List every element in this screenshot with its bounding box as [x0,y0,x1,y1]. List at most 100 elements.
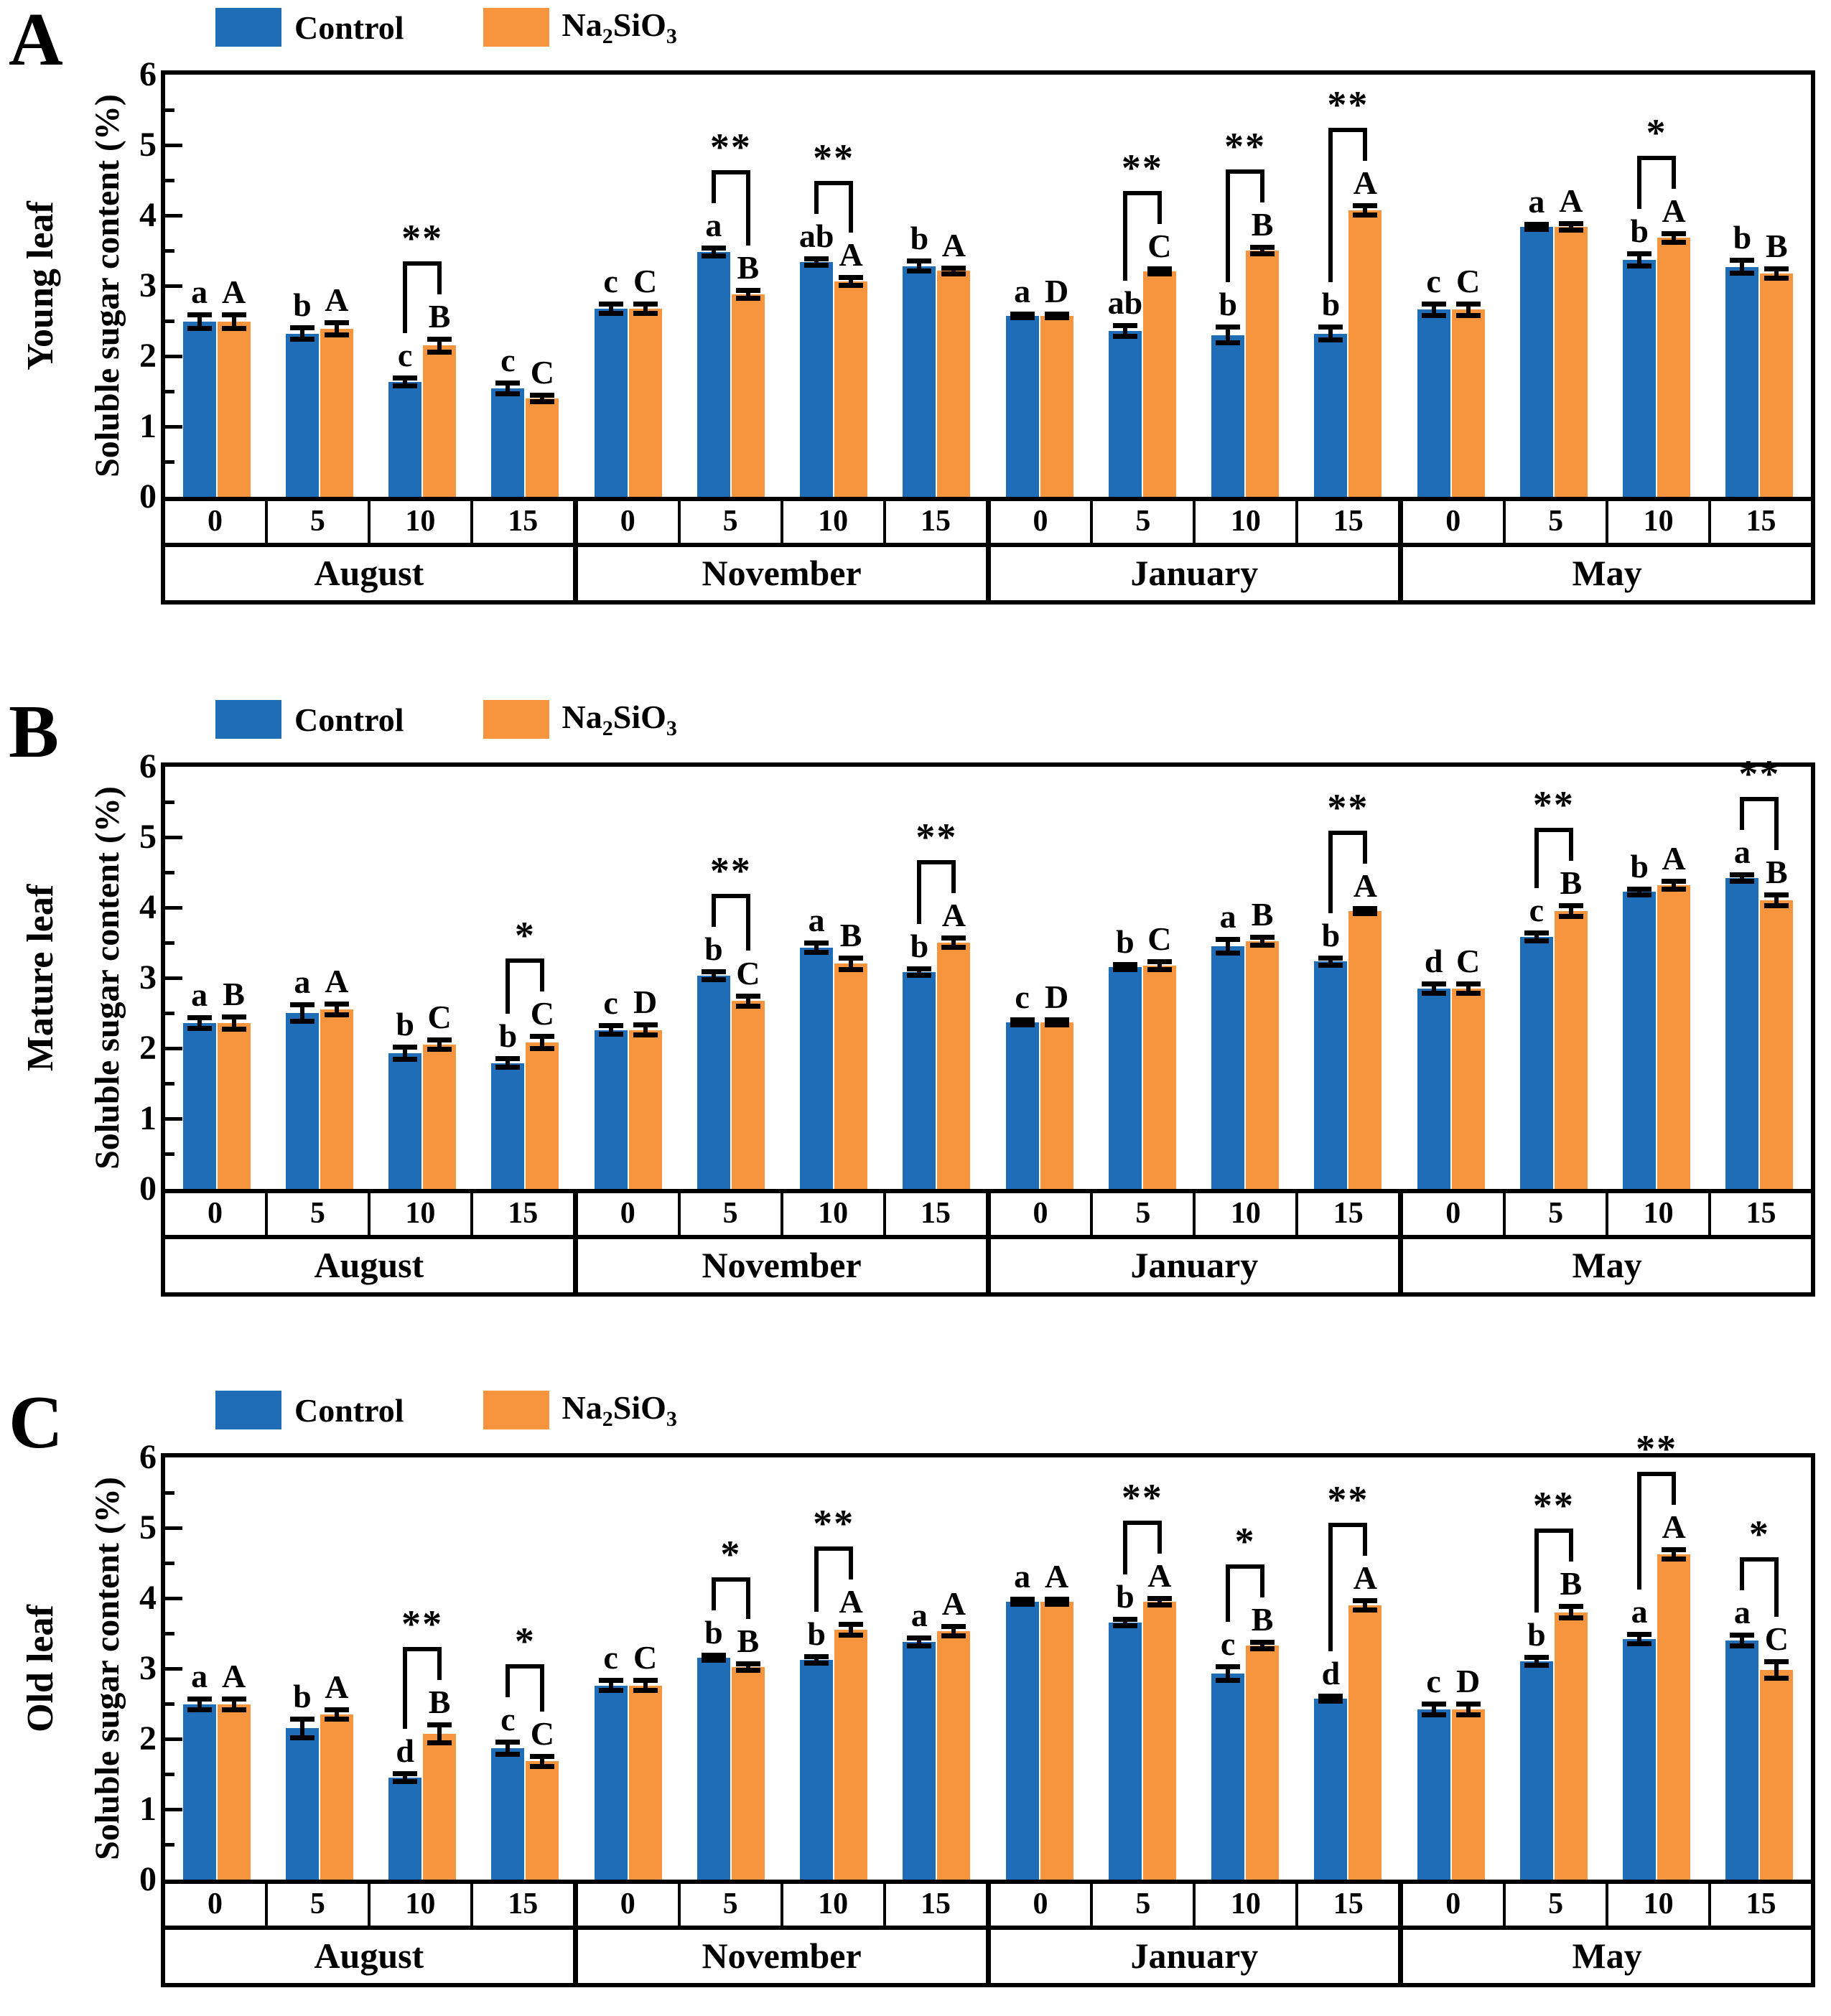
error-bar-line [231,1699,236,1710]
y-minor-tick [165,1082,174,1086]
sig-letter-control: b [498,1017,518,1054]
error-bar-cap [735,295,760,301]
sig-bracket-top [1122,1521,1162,1525]
sig-letter-na2sio3: B [1766,854,1788,891]
bar-na2sio3 [1040,1601,1073,1880]
error-bar-cap [1010,1017,1035,1022]
dose-cell: 5 [268,1884,371,1926]
error-bar-cap [393,375,418,381]
error-bar-line [608,1025,613,1035]
error-bar-cap [633,311,658,317]
sig-letter-control: c [603,1638,618,1676]
error-bar-cap [1318,963,1343,969]
sig-letter-na2sio3: B [1560,864,1583,902]
legend-swatch-control-icon [215,1391,281,1429]
error-bar-cap [735,1667,760,1673]
sig-bracket-right [437,1647,442,1681]
error-bar-line [403,1773,408,1782]
dose-cell: 5 [268,1193,371,1235]
bar-na2sio3 [937,1631,971,1880]
sig-letter-na2sio3: D [1045,273,1069,310]
error-bar-cap [495,1065,521,1070]
sig-letter-control: a [705,207,722,244]
error-bar-cap [598,1688,623,1694]
y-tick-label: 5 [139,126,157,164]
sig-asterisks: ** [1121,1476,1163,1519]
dose-cell: 10 [1608,1884,1712,1926]
sig-bracket-left [1226,1564,1231,1623]
error-bar-cap [1318,337,1343,343]
error-bar-cap [1524,930,1549,936]
dose-cell: 15 [1333,1887,1364,1921]
error-bar-line [1740,259,1745,274]
sig-letter-na2sio3: A [222,1658,246,1695]
error-bar-cap [1147,1602,1172,1607]
y-minor-tick [165,1632,174,1635]
error-bar-cap [1044,312,1069,317]
sig-letter-na2sio3: A [1662,839,1686,877]
error-bar-cap [187,1697,212,1702]
dose-month-section: 0 5 10 15 [1403,1884,1811,1926]
sig-letter-control: ab [798,217,834,254]
error-bar-cap [1764,276,1789,281]
error-bar-cap [839,955,864,961]
dose-month-section: 0 5 10 15 [578,1193,991,1235]
sig-letter-control: c [603,984,618,1021]
bar-control [1623,1638,1657,1880]
month-cell: January [991,1239,1404,1292]
error-bar-cap [1627,251,1652,256]
bar-na2sio3 [1760,1669,1794,1880]
legend-label-control: Control [294,701,404,738]
error-bar-cap [289,1716,315,1722]
error-bar-cap [1112,333,1137,339]
error-bar-line [1637,888,1642,896]
error-bar-line [1568,905,1573,917]
error-bar-cap [1764,266,1789,272]
dose-cell: 0 [991,501,1094,543]
error-bar-cap [495,1751,521,1757]
error-bar-cap [1455,981,1481,986]
error-bar-line [643,1024,648,1036]
error-bar-cap [530,1045,555,1051]
sig-bracket-top [1226,1564,1265,1569]
sig-letter-na2sio3: A [1147,1557,1172,1594]
month-cell: May [1572,1936,1642,1976]
error-bar-cap [1421,990,1446,996]
error-bar-line [334,1709,339,1719]
sig-letter-control: b [293,286,312,323]
error-bar-cap [1353,1597,1378,1603]
dose-month-section: 0 5 10 15 [578,1884,991,1926]
sig-bracket-right [1363,1522,1368,1556]
sig-asterisks: ** [709,126,752,169]
error-bar-line [951,1626,956,1636]
dose-cell: 0 [1403,1884,1506,1926]
y-major-tick [165,425,182,429]
error-bar-line [917,969,922,976]
error-bar-line [437,1725,442,1743]
sig-letter-na2sio3: B [737,1623,760,1660]
dose-cell: 10 [1196,1884,1299,1926]
dose-cell: 15 [508,1197,539,1230]
sig-letter-control: b [1733,218,1752,256]
error-bar-cap [1455,1712,1481,1717]
y-tick-label: 6 [139,747,157,785]
panel-letter-c: C [9,1380,63,1464]
error-bar-cap [735,993,760,999]
legend-swatch-na2sio3-icon [483,700,549,739]
y-tick-label: 6 [139,1438,157,1476]
error-bar-line [1226,939,1231,953]
sig-bracket-right [849,1546,854,1580]
error-bar-line [1774,269,1779,279]
dose-cell: 15 [921,1887,951,1921]
sig-bracket-top [1328,830,1368,835]
sub-2: 2 [602,717,613,741]
sig-bracket-top [814,1546,854,1551]
sig-bracket-top [505,958,545,963]
error-bar-cap [839,275,864,281]
error-bar-line [1157,961,1162,971]
bar-na2sio3 [217,1704,251,1880]
y-tick-label: 3 [139,266,157,304]
sig-asterisks: * [514,914,536,958]
sig-letter-na2sio3: C [633,1638,658,1676]
